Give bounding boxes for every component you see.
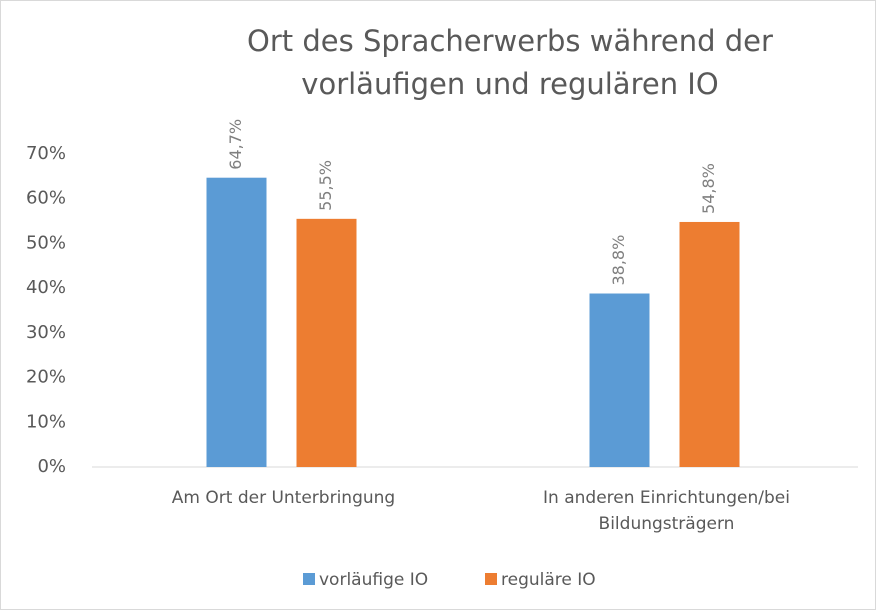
bar xyxy=(589,293,650,467)
y-tick-label: 20% xyxy=(26,367,66,388)
y-tick-label: 40% xyxy=(26,277,66,298)
data-label: 64,7% xyxy=(226,119,245,170)
legend-label: reguläre IO xyxy=(501,570,596,590)
y-tick-label: 50% xyxy=(26,232,66,253)
x-tick-label: Am Ort der Unterbringung xyxy=(171,488,396,508)
x-tick-label: In anderen Einrichtungen/bei Bildungsträ… xyxy=(543,488,790,534)
legend-swatch xyxy=(303,573,315,585)
bar xyxy=(206,177,267,467)
title-box: Ort des Spracherwerbs während der vorläu… xyxy=(247,24,773,101)
y-tick-label: 60% xyxy=(26,188,66,209)
y-tick-label: 0% xyxy=(37,456,66,477)
bar xyxy=(296,218,357,467)
x-tick-box: Am Ort der Unterbringung xyxy=(171,488,396,508)
x-tick-box: In anderen Einrichtungen/bei Bildungsträ… xyxy=(543,488,790,534)
legend-label: vorläufige IO xyxy=(319,570,428,590)
y-tick-label: 30% xyxy=(26,322,66,343)
y-tick-label: 10% xyxy=(26,411,66,432)
bar xyxy=(679,221,740,467)
chart-title: Ort des Spracherwerbs während der vorläu… xyxy=(247,24,773,101)
data-label: 54,8% xyxy=(699,163,718,214)
legend-swatch xyxy=(485,573,497,585)
y-tick-label: 70% xyxy=(26,143,66,164)
data-label: 55,5% xyxy=(316,160,335,211)
data-label: 38,8% xyxy=(609,235,628,286)
